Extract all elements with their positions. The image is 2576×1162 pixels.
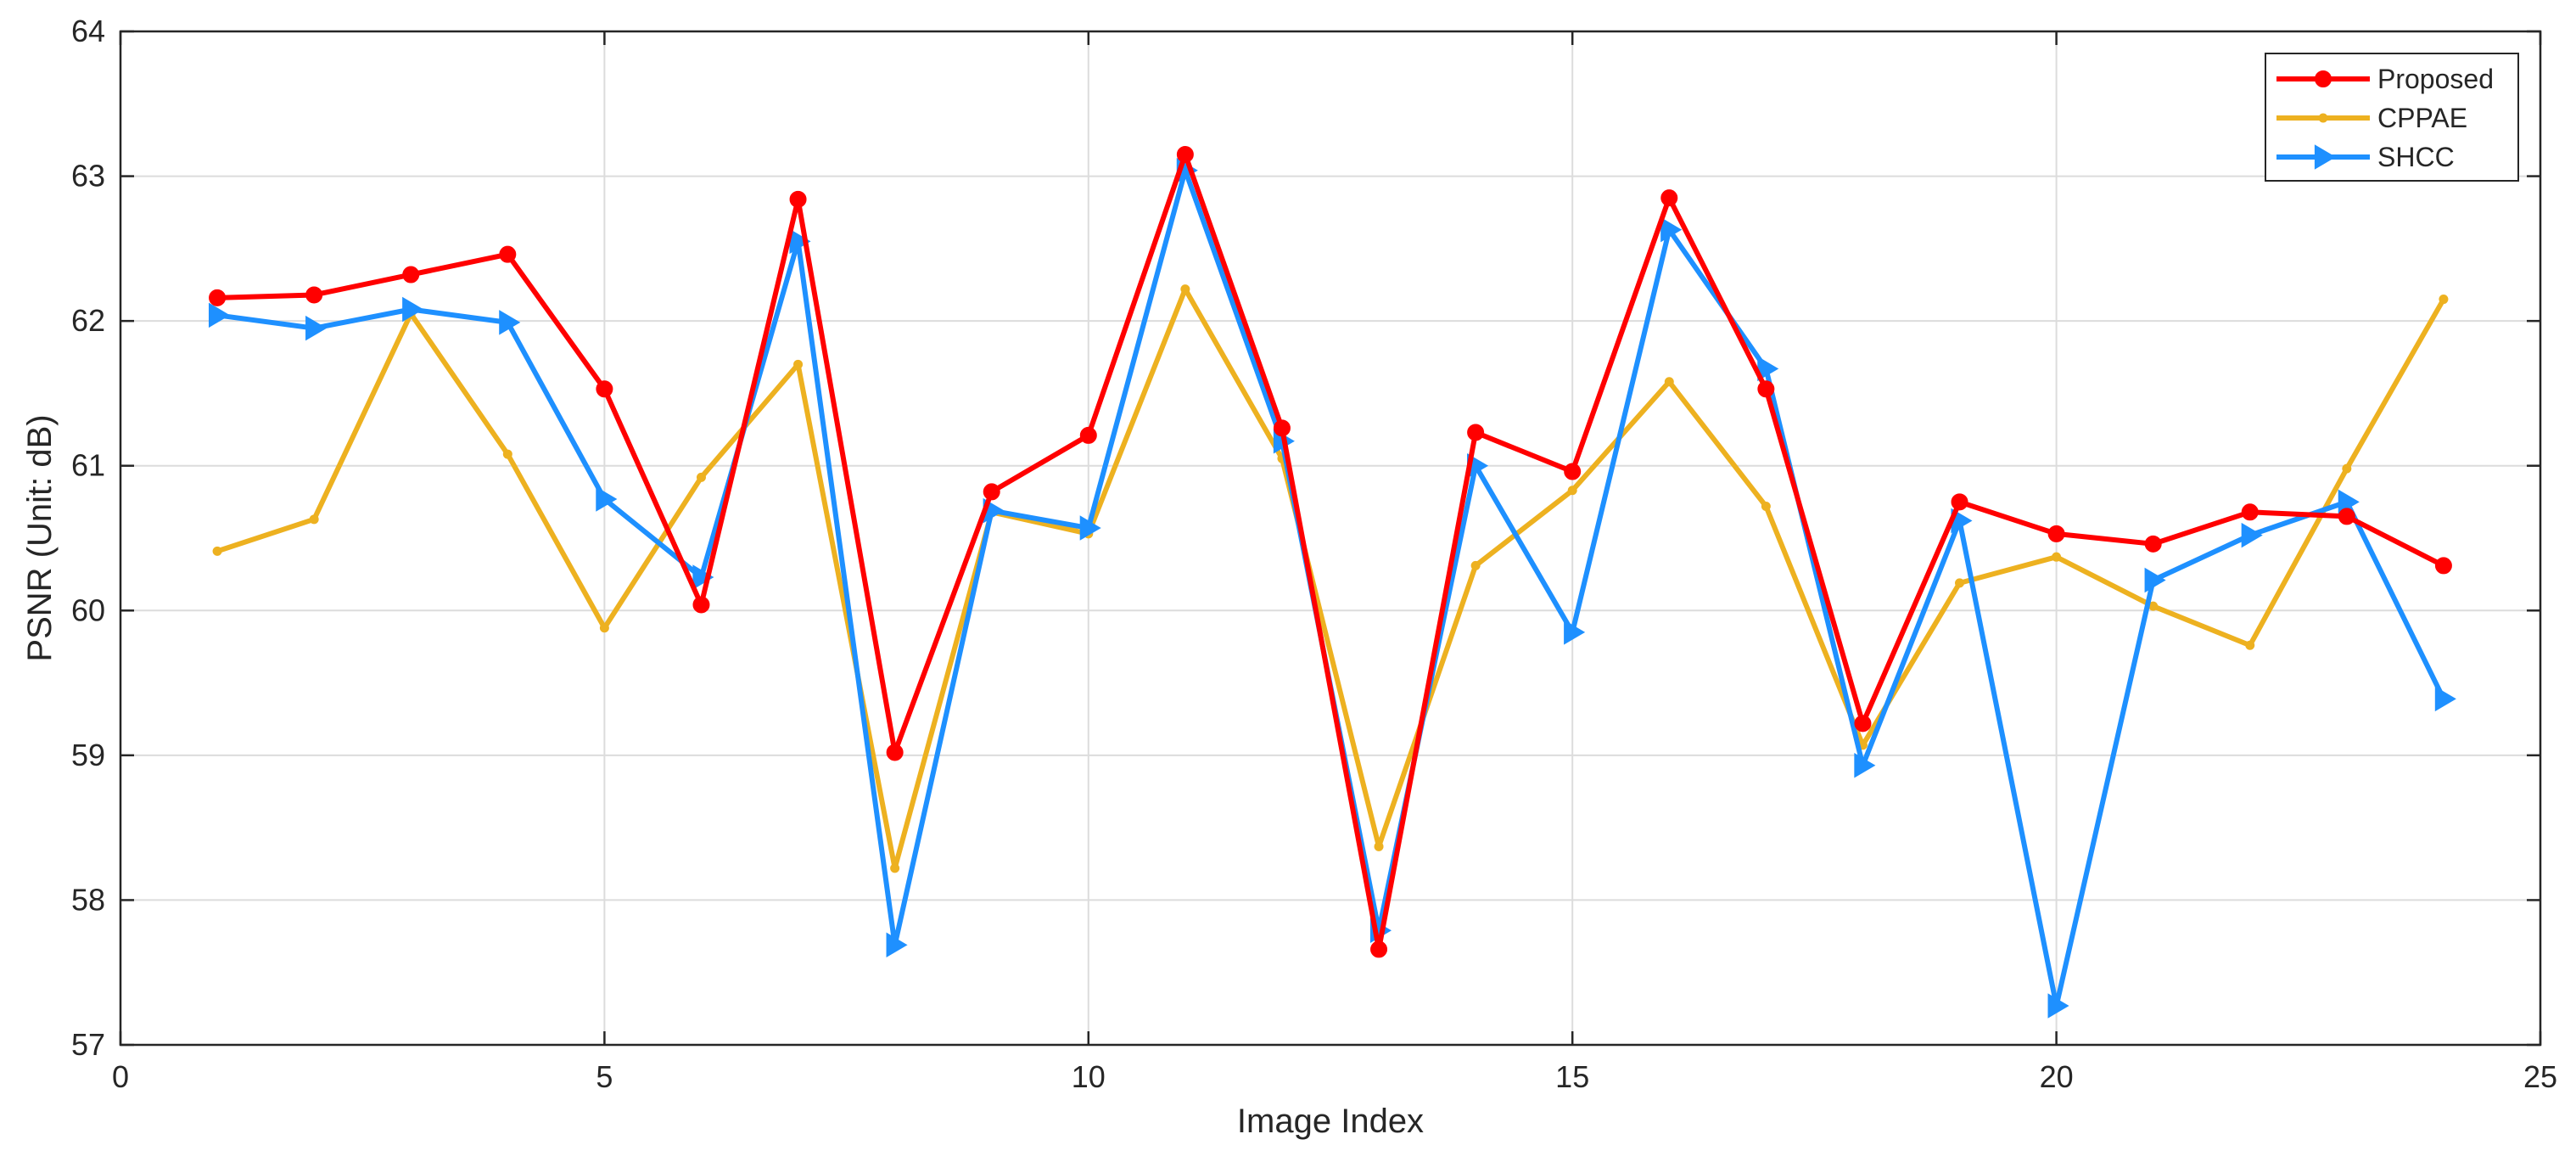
data-point [309,514,319,525]
data-point [692,596,710,614]
data-point [696,472,706,482]
data-point [208,302,231,328]
data-point [1664,377,1674,387]
data-point [1564,620,1586,645]
y-axis-label: PSNR (Unit: dB) [21,414,59,661]
data-point [2052,552,2062,562]
data-point [1564,463,1582,480]
series-lines [208,145,2456,1019]
data-point [499,310,521,335]
data-point [1079,426,1097,444]
legend-entry-proposed: Proposed [2276,64,2494,94]
data-point [2047,993,2069,1019]
y-tick-label: 58 [71,882,105,917]
data-point [1761,501,1771,511]
y-tick-label: 62 [71,303,105,338]
data-point [502,449,512,459]
legend-marker [2318,113,2328,123]
data-point [1180,284,1190,295]
data-point [596,486,618,512]
data-point [1951,493,1968,511]
data-point [2434,686,2456,712]
data-point [1079,515,1101,541]
x-tick-label: 0 [112,1059,129,1094]
x-axis-label: Image Index [1237,1103,1424,1140]
y-tick-label: 59 [71,738,105,772]
data-point [983,483,1000,501]
data-point [793,359,804,369]
data-point [1176,145,1194,163]
data-point [402,266,420,283]
data-point [890,863,900,873]
data-point [209,289,227,306]
data-point [1567,486,1577,496]
y-tick-label: 60 [71,592,105,627]
legend-label: Proposed [2377,64,2494,94]
data-point [2241,503,2259,521]
legend-marker [2314,144,2336,170]
y-tick-label: 61 [71,448,105,483]
data-point [2338,489,2360,515]
data-point [886,932,908,958]
data-point [305,286,323,304]
data-point [692,564,714,590]
data-point [1660,189,1678,207]
data-point [2245,640,2255,650]
legend-entry-shcc: SHCC [2276,142,2455,172]
data-point [2144,535,2162,553]
x-tick-label: 20 [2040,1059,2074,1094]
series-proposed [209,145,2452,958]
axis-ticks: 0 5 10 15 20 25 57 58 59 60 61 62 63 64 [71,14,2557,1094]
plot-background [120,31,2540,1045]
data-point [886,744,904,761]
data-point [499,245,517,263]
data-point [596,380,613,398]
data-point [1470,560,1481,570]
data-point [2342,463,2352,474]
data-point [1370,940,1388,958]
series-line-proposed [216,151,2445,952]
data-point [2439,295,2449,305]
data-point [305,315,328,341]
data-point [2241,522,2263,548]
plot-frame [119,30,2542,1047]
data-point [1467,424,1485,441]
data-point [2144,567,2166,593]
x-tick-label: 5 [596,1059,613,1094]
data-point [402,296,424,323]
data-point [1660,216,1683,243]
data-point [789,190,807,208]
y-tick-label: 57 [71,1027,105,1062]
series-line-cppae [216,286,2446,871]
legend-label: SHCC [2377,142,2455,172]
legend-label: CPPAE [2377,103,2467,133]
data-point [1854,753,1876,778]
x-tick-label: 10 [1072,1059,1106,1094]
legend-marker [2315,70,2332,87]
data-point [1273,419,1291,437]
y-tick-label: 63 [71,159,105,194]
data-point [212,546,222,556]
legend-entry-cppae: CPPAE [2276,103,2467,133]
data-point [1854,715,1872,733]
data-point [1955,578,1965,588]
data-point [1374,841,1384,851]
y-tick-label: 64 [71,14,105,48]
x-tick-label: 25 [2523,1059,2557,1094]
x-tick-label: 15 [1555,1059,1589,1094]
data-point [2338,508,2355,525]
data-point [1757,380,1775,398]
data-point [2434,557,2452,575]
data-point [2047,525,2065,542]
legend: Proposed CPPAE SHCC [2265,53,2519,182]
data-point [599,623,609,633]
